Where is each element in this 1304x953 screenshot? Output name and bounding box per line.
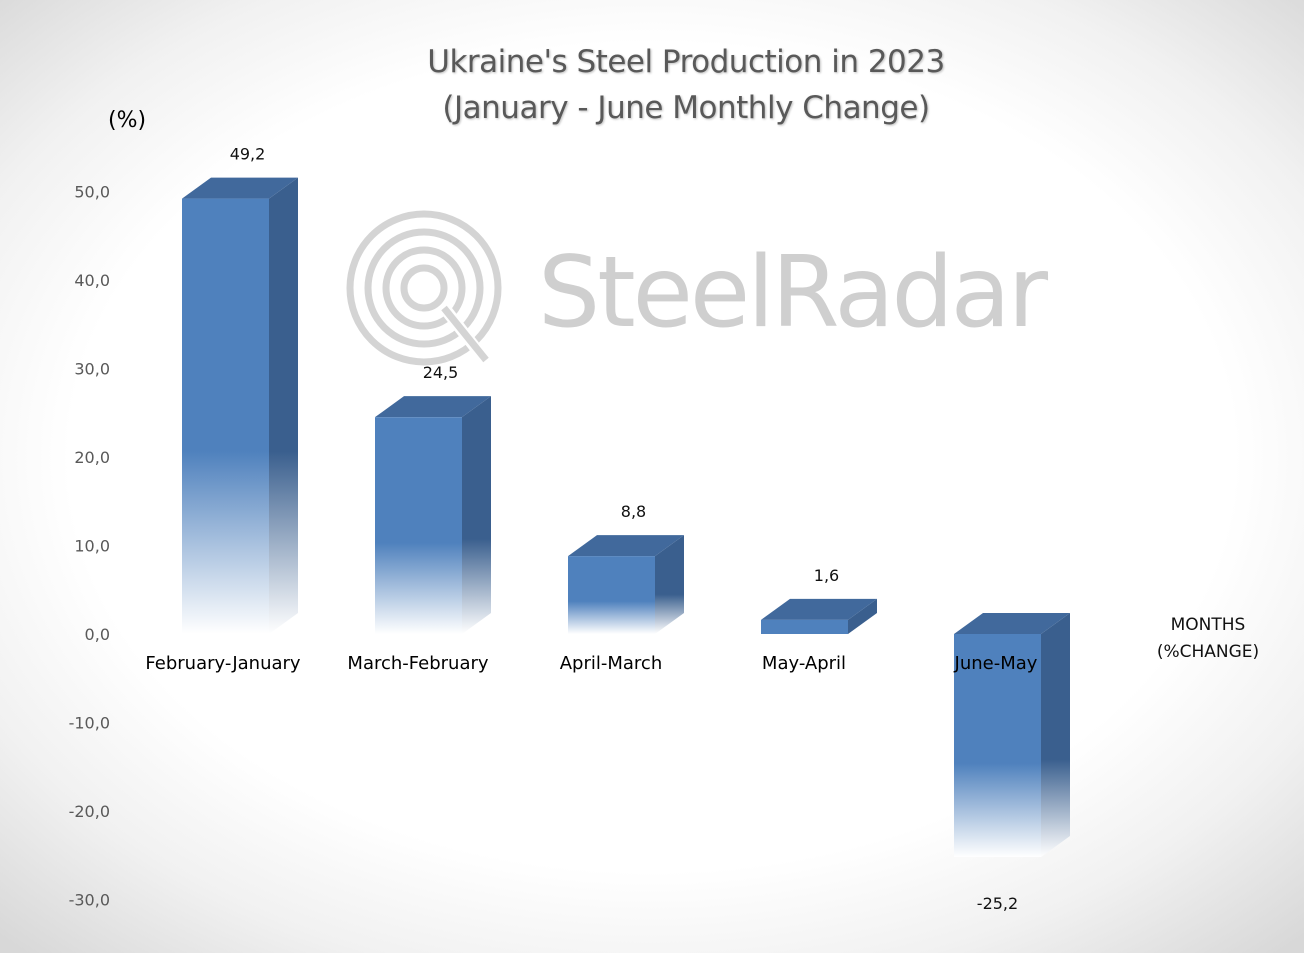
data-label: 1,6 bbox=[814, 566, 839, 585]
bar-front-face bbox=[761, 619, 848, 634]
bar-front-face bbox=[375, 417, 462, 634]
data-label: 8,8 bbox=[621, 502, 646, 521]
bar-top-face bbox=[375, 396, 491, 418]
bar-top-face bbox=[568, 535, 684, 557]
y-tick-label: 10,0 bbox=[74, 537, 110, 556]
y-tick-label: -30,0 bbox=[69, 891, 110, 910]
data-label: 24,5 bbox=[423, 363, 459, 382]
y-tick-label: 40,0 bbox=[74, 271, 110, 290]
x-axis-title-line1: MONTHS bbox=[1170, 615, 1246, 635]
bar bbox=[761, 598, 877, 634]
bar-side-face bbox=[269, 177, 298, 634]
y-tick-label: 0,0 bbox=[85, 625, 110, 644]
bar bbox=[375, 396, 491, 634]
bar-side-face bbox=[1041, 613, 1070, 858]
y-tick-label: -20,0 bbox=[69, 802, 110, 821]
y-tick-label: 50,0 bbox=[74, 183, 110, 202]
bar-front-face bbox=[182, 198, 269, 634]
y-tick-label: 20,0 bbox=[74, 448, 110, 467]
category-label: June-May bbox=[954, 653, 1038, 674]
y-axis-unit-label: (%) bbox=[108, 108, 147, 133]
bar bbox=[568, 535, 684, 634]
bar-side-face bbox=[462, 396, 491, 634]
x-axis-title: MONTHS (%CHANGE) bbox=[1140, 612, 1276, 666]
bar-front-face bbox=[568, 556, 655, 634]
y-tick-label: -10,0 bbox=[69, 714, 110, 733]
bar-top-face bbox=[182, 177, 298, 199]
data-label: -25,2 bbox=[977, 894, 1018, 913]
bar bbox=[954, 613, 1070, 858]
category-label: February-January bbox=[145, 653, 301, 674]
x-axis-title-line2: (%CHANGE) bbox=[1156, 642, 1260, 662]
chart-subtitle: (January - June Monthly Change) bbox=[442, 90, 930, 126]
data-label: 49,2 bbox=[230, 145, 266, 164]
bar bbox=[182, 177, 298, 634]
category-label: May-April bbox=[762, 653, 846, 674]
bar-front-face bbox=[954, 634, 1041, 858]
bar-side-face bbox=[848, 598, 877, 634]
watermark-brand-text: SteelRadar bbox=[538, 236, 1048, 350]
y-tick-label: 30,0 bbox=[74, 360, 110, 379]
chart-title: Ukraine's Steel Production in 2023 bbox=[427, 44, 945, 80]
category-label: April-March bbox=[560, 653, 663, 674]
bar-top-face bbox=[761, 598, 877, 620]
category-label: March-February bbox=[347, 653, 488, 674]
bar-top-face bbox=[954, 613, 1070, 634]
bar-side-face bbox=[655, 535, 684, 634]
radar-logo-icon bbox=[346, 210, 502, 368]
